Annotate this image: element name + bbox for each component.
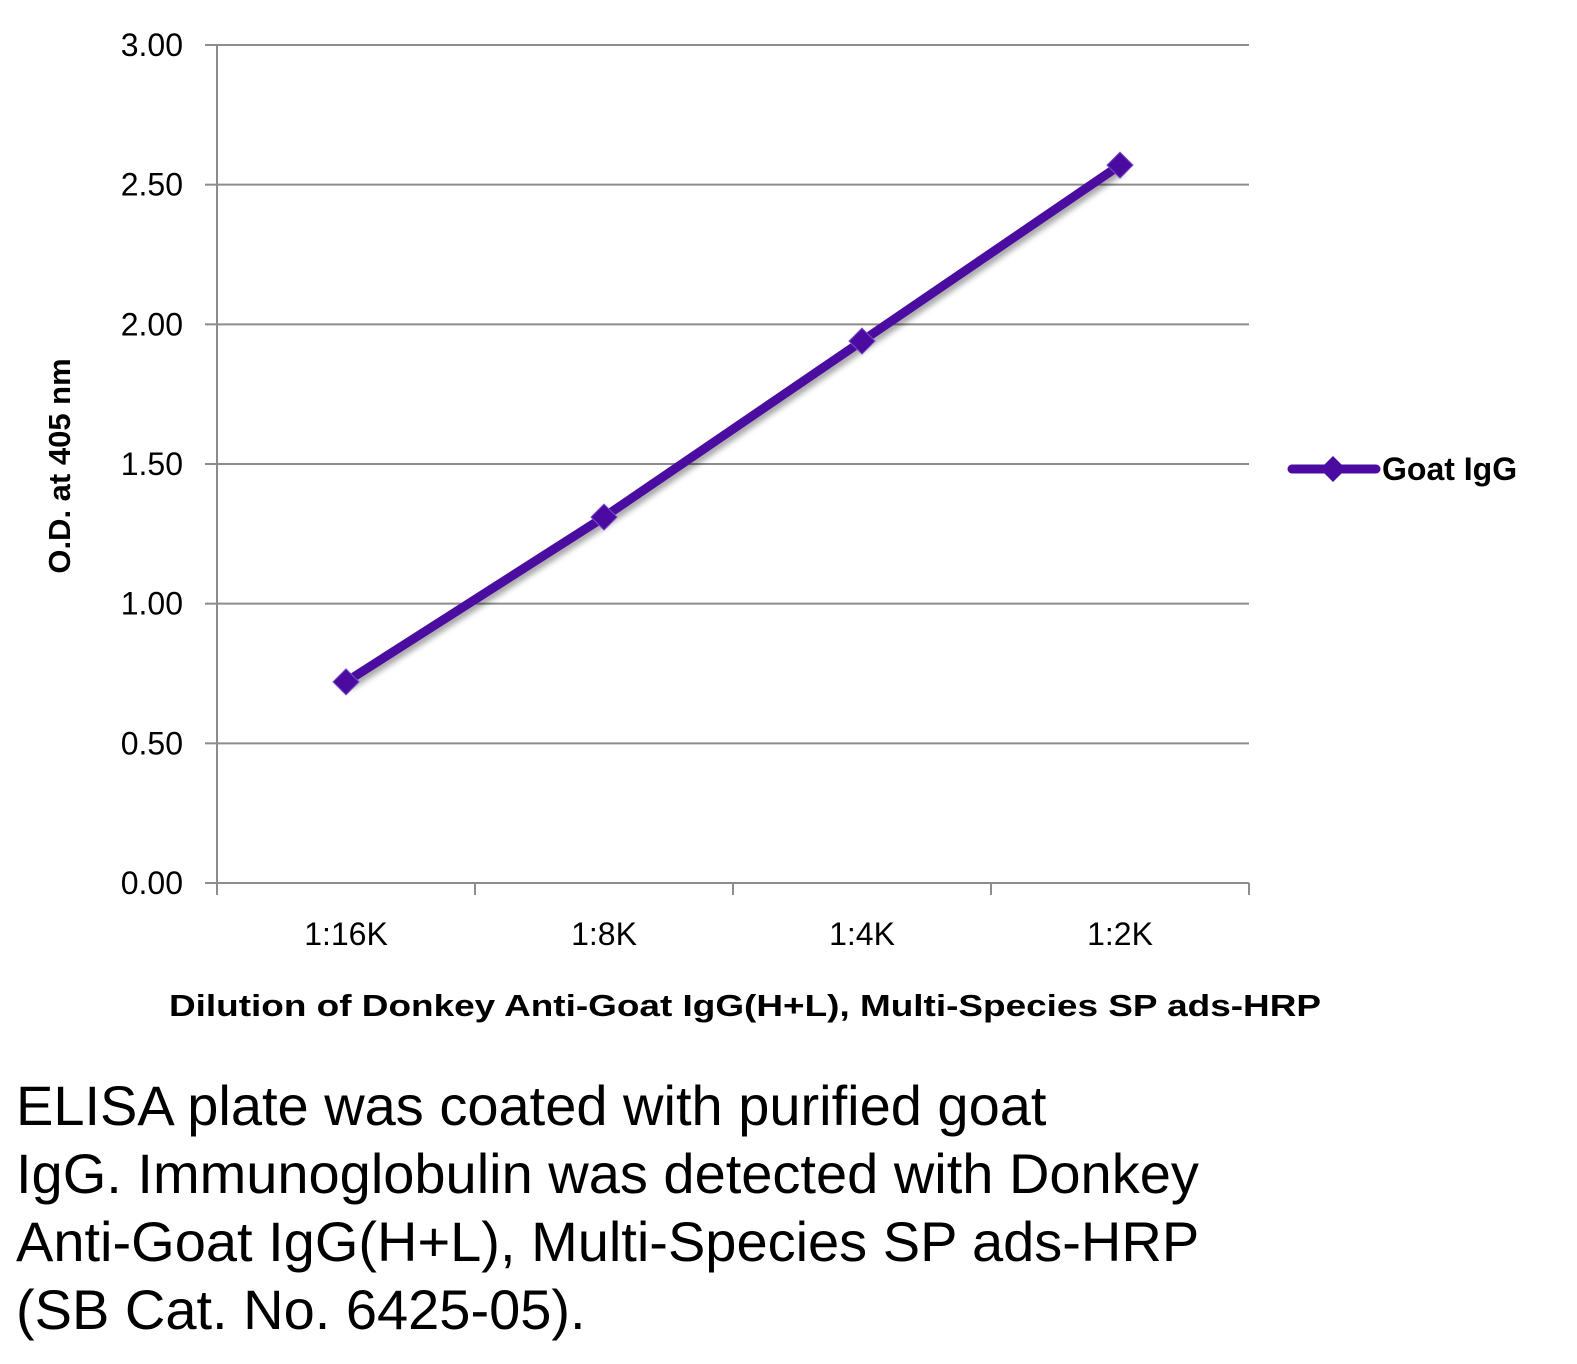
caption-line: ELISA plate was coated with purified goa… (16, 1074, 1047, 1137)
y-tick-label: 1.00 (121, 586, 183, 622)
y-tick-label: 1.50 (121, 446, 183, 482)
y-tick-label: 3.00 (121, 27, 183, 63)
y-tick-label: 0.50 (121, 725, 183, 761)
caption-line: (SB Cat. No. 6425-05). (16, 1278, 586, 1341)
caption-line: Anti-Goat IgG(H+L), Multi-Species SP ads… (16, 1210, 1200, 1273)
data-point-marker (332, 668, 360, 696)
elisa-line-chart: 0.000.501.001.502.002.503.00 1:16K 1:8K 1:… (42, 27, 1517, 1023)
y-axis-title: O.D. at 405 nm (42, 358, 77, 573)
data-point-marker (848, 327, 876, 355)
figure-caption: ELISA plate was coated with purified goa… (16, 1072, 1516, 1344)
y-tick-label: 0.00 (121, 865, 183, 901)
x-tick-label: 1:2K (1087, 916, 1153, 952)
x-tick-label: 1:4K (829, 916, 895, 952)
x-axis-ticks: 1:16K 1:8K 1:4K 1:2K (216, 883, 1250, 952)
x-tick-label: 1:16K (304, 916, 388, 952)
y-tick-label: 2.50 (121, 167, 183, 203)
legend: Goat IgG (1287, 451, 1517, 487)
x-tick-label: 1:8K (571, 916, 637, 952)
data-point-marker (590, 503, 618, 531)
y-tick-label: 2.00 (121, 306, 183, 342)
caption-line: IgG. Immunoglobulin was detected with Do… (16, 1142, 1199, 1205)
gridlines (217, 44, 1249, 745)
legend-label: Goat IgG (1382, 451, 1517, 487)
y-axis-ticks: 0.00 0.50 1.00 1.50 2.00 2.50 3.00 (121, 27, 217, 901)
x-axis-title: Dilution of Donkey Anti-Goat IgG(H+L), M… (169, 988, 1321, 1023)
series-line-goat-igg (343, 161, 1123, 686)
series-layer (332, 151, 1134, 696)
legend-marker-swatch (1320, 456, 1346, 482)
data-point-marker (1106, 151, 1134, 179)
